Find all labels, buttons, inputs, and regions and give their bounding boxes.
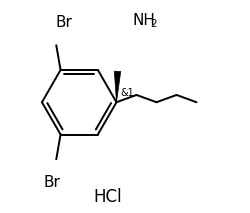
- Polygon shape: [114, 71, 121, 102]
- Text: HCl: HCl: [94, 188, 122, 206]
- Text: Br: Br: [56, 15, 73, 30]
- Text: Br: Br: [43, 175, 60, 190]
- Text: &1: &1: [120, 88, 134, 98]
- Text: NH: NH: [132, 13, 155, 28]
- Text: 2: 2: [150, 19, 156, 29]
